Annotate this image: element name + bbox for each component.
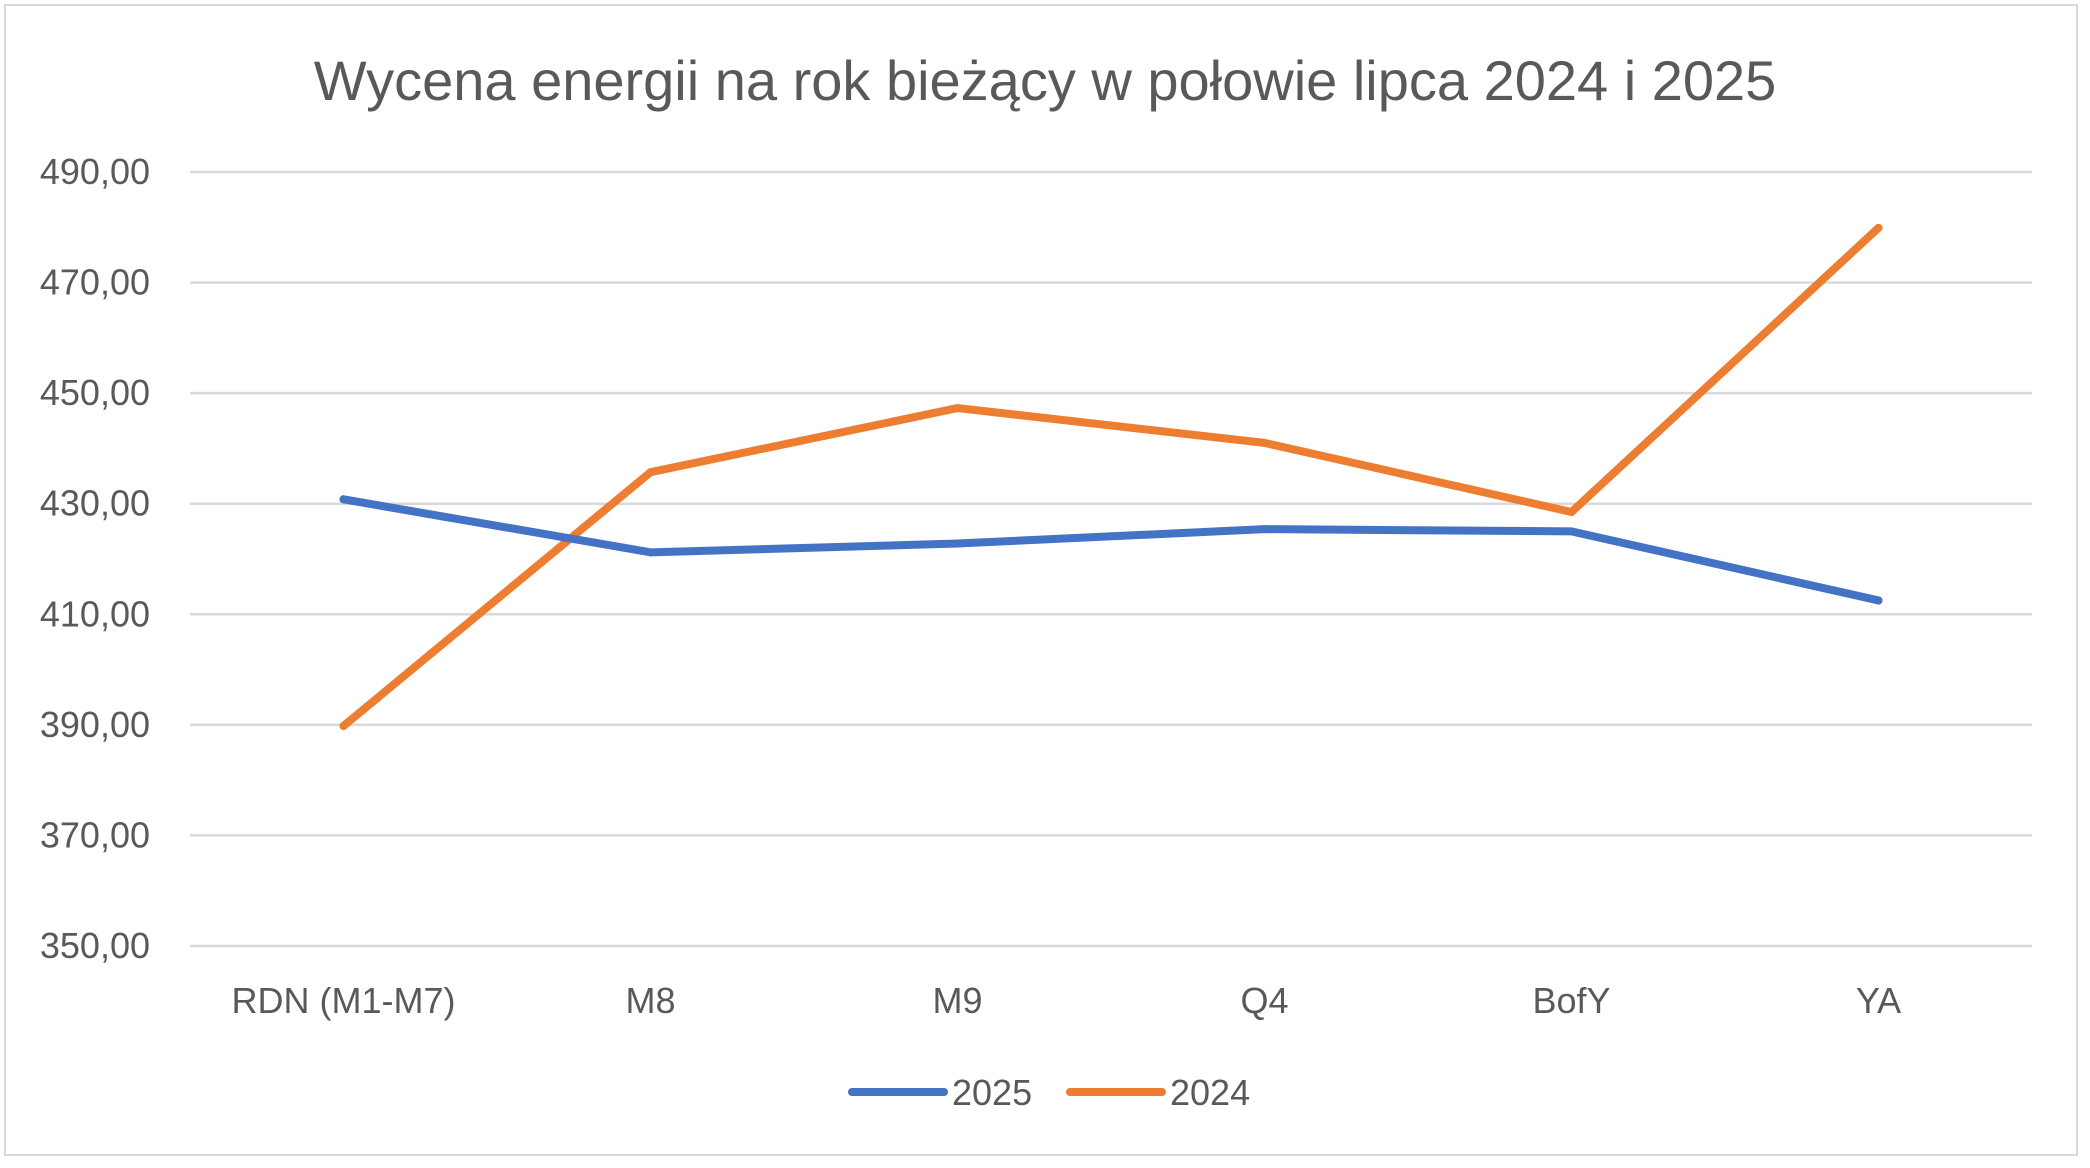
y-tick-label: 390,00 (40, 704, 150, 745)
y-tick-label: 490,00 (40, 151, 150, 192)
x-tick-label: M8 (625, 980, 675, 1021)
data-point-2024 (339, 721, 348, 730)
gridlines (190, 170, 2032, 948)
data-point-2024 (646, 468, 655, 477)
x-tick-label: M9 (932, 980, 982, 1021)
x-tick-label: Q4 (1240, 980, 1288, 1021)
series-line-2025 (339, 495, 1883, 605)
y-tick-label: 350,00 (40, 925, 150, 966)
chart-title: Wycena energii na rok bieżący w połowie … (314, 49, 1777, 112)
legend-label-2024: 2024 (1170, 1072, 1250, 1113)
data-point-2025 (646, 548, 655, 557)
data-point-2025 (1260, 525, 1269, 534)
x-tick-label: YA (1856, 980, 1901, 1021)
y-tick-label: 410,00 (40, 593, 150, 634)
chart-frame (4, 4, 2078, 1156)
data-point-2024 (953, 404, 962, 413)
y-tick-label: 470,00 (40, 262, 150, 303)
y-tick-label: 370,00 (40, 814, 150, 855)
x-tick-label: BofY (1532, 980, 1610, 1021)
series-line-2024 (339, 223, 1883, 730)
y-axis-ticks: 350,00 370,00 390,00 410,00 430,00 450,00 470,… (40, 151, 150, 966)
x-axis-ticks: RDN (M1-M7) M8 M9 Q4 BofY YA (232, 980, 1902, 1021)
data-point-2024 (1874, 223, 1883, 232)
legend-label-2025: 2025 (952, 1072, 1032, 1113)
x-tick-label: RDN (M1-M7) (232, 980, 456, 1021)
data-point-2024 (1260, 438, 1269, 447)
data-point-2025 (1874, 596, 1883, 605)
legend: 2025 2024 (848, 1072, 1250, 1113)
y-tick-label: 430,00 (40, 483, 150, 524)
y-tick-label: 450,00 (40, 372, 150, 413)
series-lines (339, 223, 1883, 730)
data-point-2025 (339, 495, 348, 504)
data-point-2024 (1567, 508, 1576, 517)
data-point-2025 (1567, 527, 1576, 536)
data-point-2025 (953, 539, 962, 548)
